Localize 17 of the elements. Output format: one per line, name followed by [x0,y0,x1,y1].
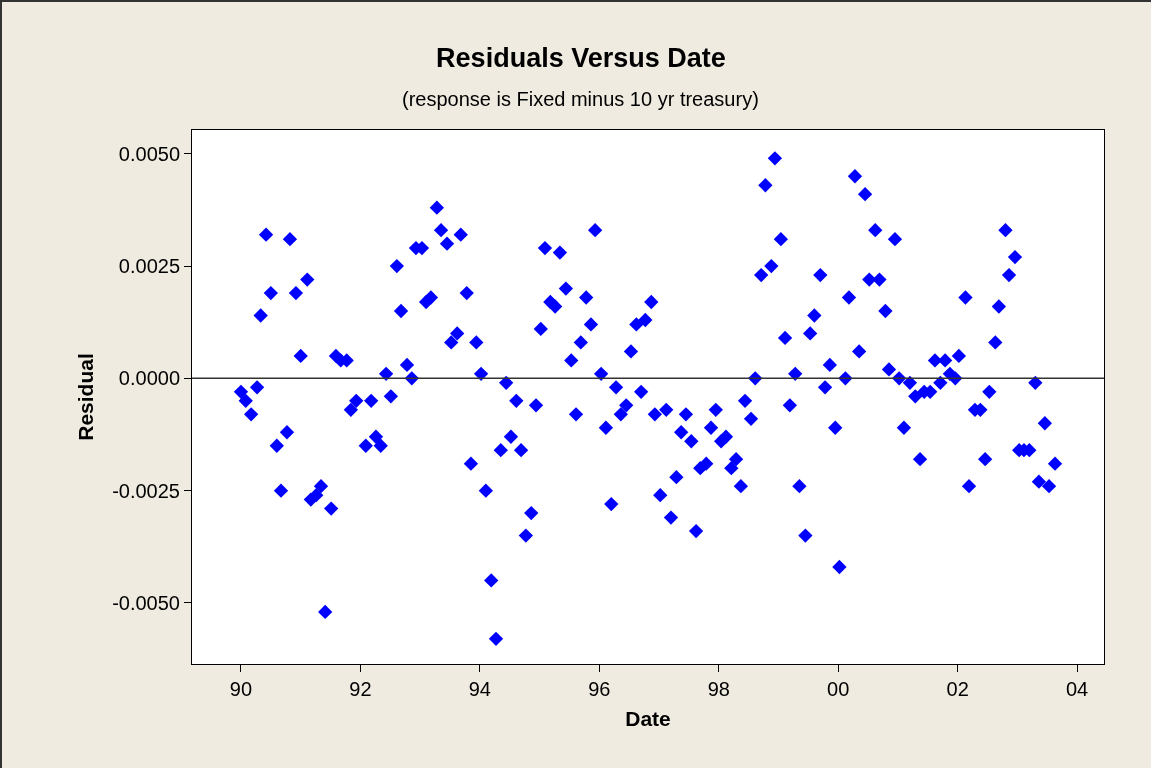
x-tick-label: 96 [588,678,611,700]
y-tick-label: 0.0050 [118,142,180,165]
x-tick-label: 04 [1065,678,1089,700]
x-tick-label: 94 [468,678,491,700]
x-tick-label: 92 [349,678,372,700]
x-tick-label: 90 [229,678,253,700]
y-tick-label: -0.0050 [112,591,180,614]
x-axis-title: Date [625,707,671,731]
x-tick-label: 00 [827,678,850,700]
y-tick-label: 0.0025 [118,255,180,278]
x-tick-label: 02 [946,678,969,700]
y-tick-label: 0.0000 [118,367,180,390]
chart-title: Residuals Versus Date [436,42,726,73]
x-tick-label: 98 [707,678,730,700]
y-axis-title: Residual [74,353,98,441]
chart-subtitle: (response is Fixed minus 10 yr treasury) [402,88,759,110]
y-tick-label: -0.0025 [112,479,180,502]
